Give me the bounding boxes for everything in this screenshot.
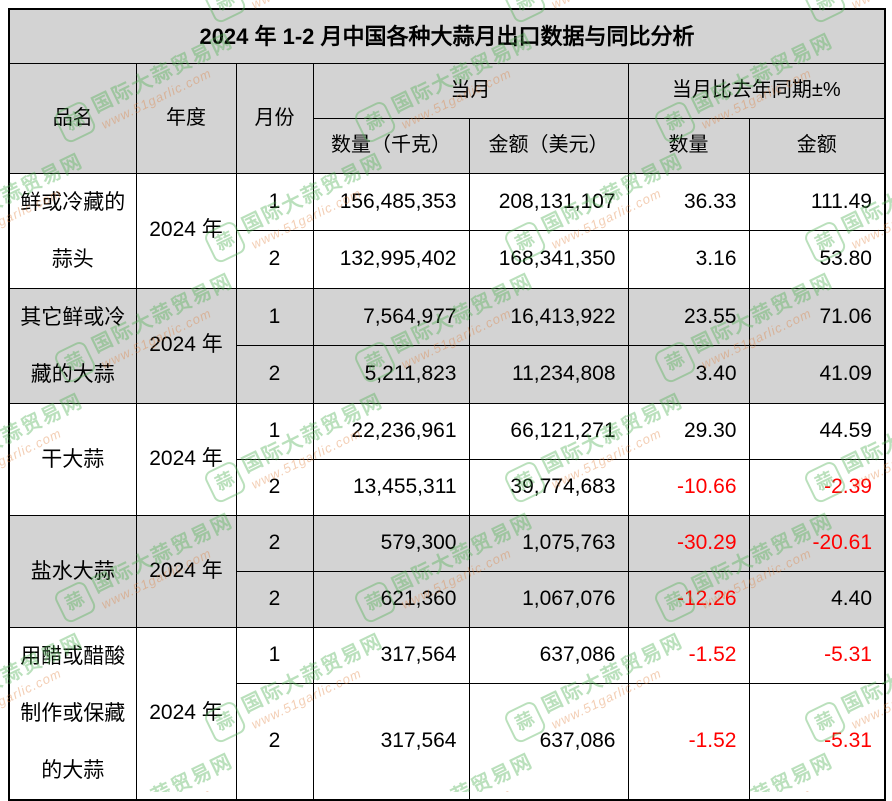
qty-yoy-cell: -30.29 (627, 514, 750, 572)
product-name-line: 蒜头 (51, 247, 94, 271)
qty-yoy-cell: -12.26 (627, 570, 750, 628)
month-cell: 2 (235, 514, 314, 572)
amount-yoy-cell: 4.40 (748, 570, 886, 628)
qty-cell: 317,564 (312, 626, 470, 685)
amount-cell: 39,774,683 (468, 458, 629, 516)
amount-cell: 168,341,350 (468, 230, 629, 289)
month-cell: 2 (235, 458, 314, 516)
product-name-cell: 盐水大蒜 (8, 514, 137, 628)
qty-yoy-cell: 3.16 (627, 230, 750, 289)
product-name-line: 用醋或醋酸 (20, 644, 126, 668)
product-name-line: 其它鲜或冷 (20, 305, 126, 329)
table-title: 2024 年 1-2 月中国各种大蒜月出口数据与同比分析 (8, 8, 886, 64)
qty-cell: 7,564,977 (312, 287, 470, 346)
amount-cell: 66,121,271 (468, 402, 629, 460)
amount-yoy-cell: -5.31 (748, 626, 886, 685)
qty-yoy-cell: 29.30 (627, 402, 750, 460)
amount-cell: 11,234,808 (468, 345, 629, 404)
qty-cell: 156,485,353 (312, 172, 470, 231)
product-name-line: 鲜或冷藏的 (20, 190, 126, 214)
export-data-table: 2024 年 1-2 月中国各种大蒜月出口数据与同比分析 品名 年度 月份 当月… (8, 8, 886, 801)
qty-cell: 132,995,402 (312, 230, 470, 289)
product-name-cell: 干大蒜 (8, 402, 137, 516)
month-cell: 2 (235, 345, 314, 404)
qty-yoy-cell: -10.66 (627, 458, 750, 516)
amount-yoy-cell: 53.80 (748, 230, 886, 289)
month-cell: 1 (235, 626, 314, 685)
header-qty-kg: 数量（千克） (312, 117, 470, 174)
header-year: 年度 (135, 62, 237, 174)
amount-yoy-cell: -2.39 (748, 458, 886, 516)
month-cell: 1 (235, 172, 314, 231)
header-yoy-group: 当月比去年同期±% (627, 62, 886, 119)
qty-cell: 317,564 (312, 683, 470, 800)
qty-cell: 22,236,961 (312, 402, 470, 460)
product-name-cell: 其它鲜或冷 藏的大蒜 (8, 287, 137, 404)
year-cell: 2024 年 (135, 172, 237, 289)
qty-cell: 579,300 (312, 514, 470, 572)
qty-cell: 13,455,311 (312, 458, 470, 516)
product-name-cell: 鲜或冷藏的 蒜头 (8, 172, 137, 289)
year-cell: 2024 年 (135, 514, 237, 628)
qty-yoy-cell: 23.55 (627, 287, 750, 346)
header-amount-usd: 金额（美元） (468, 117, 629, 174)
qty-cell: 5,211,823 (312, 345, 470, 404)
header-yoy-amount: 金额 (748, 117, 886, 174)
amount-cell: 1,075,763 (468, 514, 629, 572)
amount-yoy-cell: 41.09 (748, 345, 886, 404)
amount-cell: 16,413,922 (468, 287, 629, 346)
header-yoy-qty: 数量 (627, 117, 750, 174)
product-name-line: 藏的大蒜 (30, 362, 115, 386)
amount-yoy-cell: 71.06 (748, 287, 886, 346)
qty-yoy-cell: -1.52 (627, 683, 750, 800)
amount-cell: 637,086 (468, 683, 629, 800)
header-product: 品名 (8, 62, 137, 174)
product-name-line: 制作或保藏 (20, 701, 126, 725)
amount-cell: 637,086 (468, 626, 629, 685)
month-cell: 2 (235, 230, 314, 289)
month-cell: 2 (235, 570, 314, 628)
qty-yoy-cell: -1.52 (627, 626, 750, 685)
product-name-line: 盐水大蒜 (30, 559, 115, 583)
year-cell: 2024 年 (135, 402, 237, 516)
amount-cell: 1,067,076 (468, 570, 629, 628)
year-cell: 2024 年 (135, 626, 237, 800)
amount-cell: 208,131,107 (468, 172, 629, 231)
header-current-month-group: 当月 (312, 62, 629, 119)
amount-yoy-cell: 44.59 (748, 402, 886, 460)
qty-yoy-cell: 3.40 (627, 345, 750, 404)
month-cell: 1 (235, 287, 314, 346)
amount-yoy-cell: -20.61 (748, 514, 886, 572)
month-cell: 2 (235, 683, 314, 800)
amount-yoy-cell: 111.49 (748, 172, 886, 231)
qty-yoy-cell: 36.33 (627, 172, 750, 231)
amount-yoy-cell: -5.31 (748, 683, 886, 800)
month-cell: 1 (235, 402, 314, 460)
qty-cell: 621,360 (312, 570, 470, 628)
product-name-cell: 用醋或醋酸 制作或保藏 的大蒜 (8, 626, 137, 800)
header-month: 月份 (235, 62, 314, 174)
product-name-line: 干大蒜 (41, 447, 105, 471)
year-cell: 2024 年 (135, 287, 237, 404)
product-name-line: 的大蒜 (41, 758, 105, 782)
